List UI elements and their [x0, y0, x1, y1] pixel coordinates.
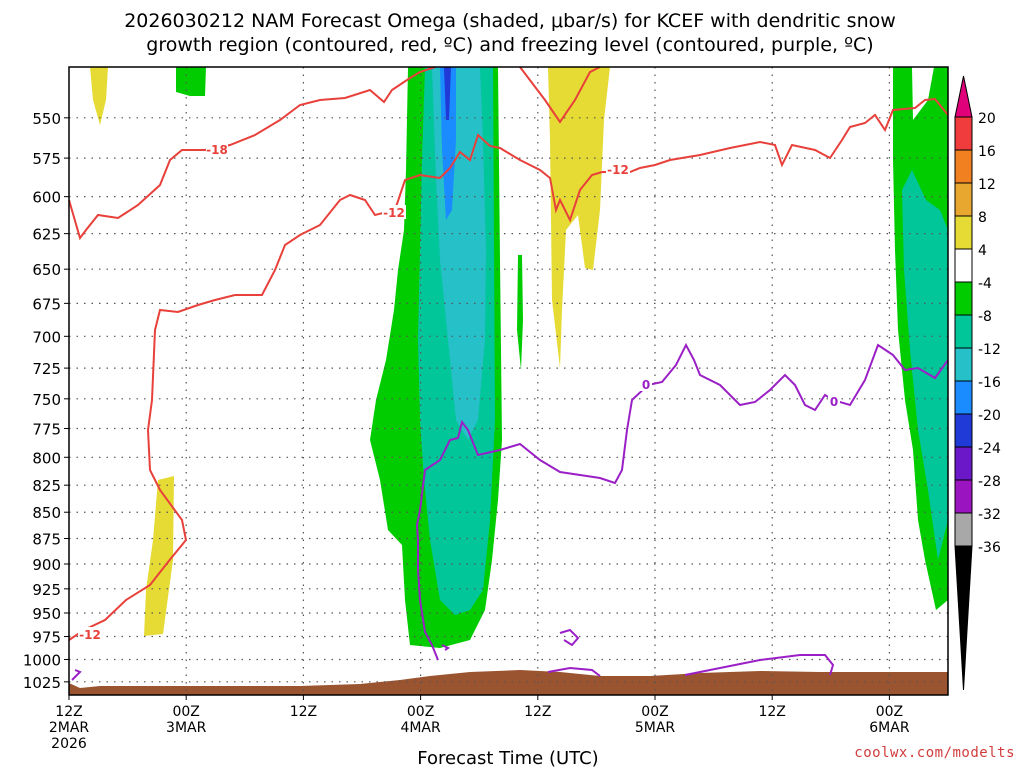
- y-tick-label: 550: [32, 110, 61, 128]
- colorbar-label: -36: [978, 540, 1001, 556]
- y-tick-label: 575: [32, 150, 61, 168]
- x-tick-label: 6MAR: [869, 720, 910, 736]
- colorbar-bin: [954, 512, 973, 547]
- colorbar-label: -12: [978, 342, 1001, 358]
- colorbar-bin: [954, 413, 973, 448]
- colorbar-bin: [954, 215, 973, 250]
- dgz-contours: [68, 66, 949, 641]
- omega-darkblue-streak: [444, 67, 451, 120]
- y-tick-label: 675: [32, 295, 61, 313]
- colorbar-bin: [954, 347, 973, 382]
- omega-yellow-area-3: [548, 67, 610, 368]
- colorbar-label: 4: [978, 243, 987, 259]
- y-tick-label: 800: [32, 449, 61, 467]
- surface-terrain: [69, 670, 948, 695]
- x-tick-label: 5MAR: [635, 720, 676, 736]
- freezing-label-0-b: 0: [830, 395, 838, 409]
- omega-yellow-area-2: [144, 476, 174, 636]
- x-tick-label: 00Z: [876, 704, 903, 720]
- omega-teal-area-right: [902, 170, 948, 560]
- colorbar-bin: [954, 446, 973, 481]
- colorbar-label: -8: [978, 309, 992, 325]
- colorbar-bin: [954, 116, 973, 151]
- x-axis-title: Forecast Time (UTC): [417, 748, 598, 768]
- freezing-level-blob-2: [547, 666, 601, 677]
- y-tick-label: 725: [32, 360, 61, 378]
- freezing-level-surface-contour: [684, 654, 835, 676]
- colorbar-label: -32: [978, 507, 1001, 523]
- omega-shading: [90, 67, 948, 648]
- freezing-level-blob-1: [559, 628, 580, 647]
- colorbar-label: 20: [978, 111, 996, 127]
- dgz-label-minus12-lower: -12: [79, 628, 101, 642]
- colorbar-label: 12: [978, 177, 996, 193]
- colorbar-label: -24: [978, 441, 1001, 457]
- x-tick-label: 4MAR: [400, 720, 441, 736]
- y-tick-label: 775: [32, 421, 61, 439]
- chart-title-line1: 2026030212 NAM Forecast Omega (shaded, μ…: [124, 10, 896, 32]
- colorbar-bin: [954, 380, 973, 415]
- y-tick-label: 600: [32, 189, 61, 207]
- contour-labels: -18 -12 -12 -12 0 0: [78, 142, 840, 642]
- colorbar-bottom-triangle: [954, 545, 973, 691]
- y-tick-label: 975: [32, 629, 61, 647]
- colorbar-label: 16: [978, 144, 996, 160]
- colorbar-bin: [954, 479, 973, 514]
- freezing-label-0-a: 0: [642, 378, 650, 392]
- y-tick-label: 650: [32, 261, 61, 279]
- y-tick-label: 1000: [23, 651, 61, 669]
- plot-area: [69, 67, 948, 695]
- colorbar: 20 16 12 8 4 -4 -8 -12 -16 -20 -24 -28 -32 -36: [954, 75, 1001, 691]
- colorbar-label: 8: [978, 210, 987, 226]
- x-tick-label: 00Z: [407, 704, 434, 720]
- dgz-minus18-contour: [68, 66, 436, 241]
- colorbar-label: -16: [978, 375, 1001, 391]
- y-axis-tick-labels: 550 575 600 625 650 675 700 725 750 775 800 825 850 8…: [23, 110, 69, 692]
- y-tick-label: 900: [32, 556, 61, 574]
- colorbar-bin: [954, 314, 973, 349]
- plot-frame: [68, 66, 949, 696]
- colorbar-bin: [954, 149, 973, 184]
- dgz-label-minus18: -18: [206, 143, 228, 157]
- colorbar-top-triangle: [954, 75, 973, 118]
- omega-green-area-small: [517, 255, 523, 370]
- x-tick-label: 12Z: [524, 704, 551, 720]
- y-tick-label: 625: [32, 226, 61, 244]
- credit-text: coolwx.com/modelts: [854, 745, 1015, 761]
- colorbar-label: -4: [978, 276, 992, 292]
- x-tick-label: 12Z: [55, 704, 82, 720]
- x-tick-label: 2MAR: [49, 720, 90, 736]
- y-tick-label: 825: [32, 477, 61, 495]
- x-tick-label: 3MAR: [166, 720, 207, 736]
- freezing-level-blob-4: [71, 669, 82, 681]
- freezing-level-blob-3: [441, 644, 450, 651]
- omega-blue-area-main: [440, 67, 456, 220]
- colorbar-bin: [954, 182, 973, 217]
- colorbar-label: -28: [978, 474, 1001, 490]
- y-tick-label: 950: [32, 605, 61, 623]
- omega-yellow-area-1: [90, 67, 108, 125]
- y-tick-label: 750: [32, 391, 61, 409]
- omega-green-area-1: [176, 67, 206, 96]
- x-tick-label: 12Z: [758, 704, 785, 720]
- colorbar-label: -20: [978, 408, 1001, 424]
- x-tick-label: 2026: [51, 736, 87, 752]
- y-tick-label: 700: [32, 328, 61, 346]
- x-tick-label: 00Z: [641, 704, 668, 720]
- colorbar-bin: [954, 248, 973, 283]
- dgz-minus12-top-contour: [519, 66, 601, 124]
- x-tick-label: 12Z: [290, 704, 317, 720]
- y-tick-label: 875: [32, 530, 61, 548]
- dgz-label-minus12-mid: -12: [383, 206, 405, 220]
- x-tick-label: 00Z: [172, 704, 199, 720]
- dgz-minus12-upper-contour: [68, 97, 949, 641]
- y-tick-label: 1025: [23, 674, 61, 692]
- y-tick-label: 925: [32, 581, 61, 599]
- chart-title-line2: growth region (contoured, red, ºC) and f…: [146, 34, 873, 56]
- y-tick-label: 850: [32, 504, 61, 522]
- colorbar-bin: [954, 281, 973, 316]
- dgz-label-minus12-upper: -12: [607, 163, 629, 177]
